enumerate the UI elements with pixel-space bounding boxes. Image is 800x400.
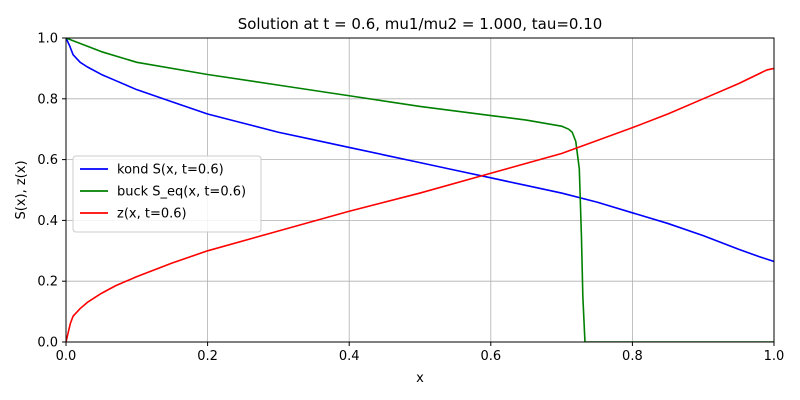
series-line-2 xyxy=(66,38,774,342)
y-tick-label: 0.2 xyxy=(37,275,58,290)
x-tick-label: 0.2 xyxy=(197,349,218,364)
y-tick-label: 0.6 xyxy=(37,153,58,168)
x-tick-label: 1.0 xyxy=(764,349,785,364)
plot-frame xyxy=(65,37,775,343)
y-tick-label: 0.8 xyxy=(37,92,58,107)
x-tick-label: 0.0 xyxy=(56,349,77,364)
ticks: 0.0 0.2 0.4 0.6 0.8 1.0 0.0 0.2 0.4 0.6 0.8 1.0 xyxy=(37,32,784,365)
y-tick-label: 0.0 xyxy=(37,336,58,351)
y-tick-label: 1.0 xyxy=(37,32,58,47)
legend: kond S(x, t=0.6) buck S_eq(x, t=0.6) z(x, … xyxy=(72,155,262,233)
series-line-1 xyxy=(66,38,774,263)
series-line-3 xyxy=(66,67,774,342)
chart-title: Solution at t = 0.6, mu1/mu2 = 1.000, ta… xyxy=(238,15,603,33)
x-tick-label: 0.8 xyxy=(622,349,643,364)
y-axis-label: S(x), z(x) xyxy=(14,160,29,219)
legend-label-1: kond S(x, t=0.6) xyxy=(117,163,224,178)
y-tick-label: 0.4 xyxy=(37,214,58,229)
x-axis-label: x xyxy=(416,371,424,386)
legend-label-2: buck S_eq(x, t=0.6) xyxy=(117,185,246,200)
legend-label-3: z(x, t=0.6) xyxy=(117,207,187,222)
x-tick-label: 0.6 xyxy=(480,349,501,364)
series-layer xyxy=(66,38,774,342)
x-tick-label: 0.4 xyxy=(339,349,360,364)
legend-box xyxy=(72,155,262,233)
